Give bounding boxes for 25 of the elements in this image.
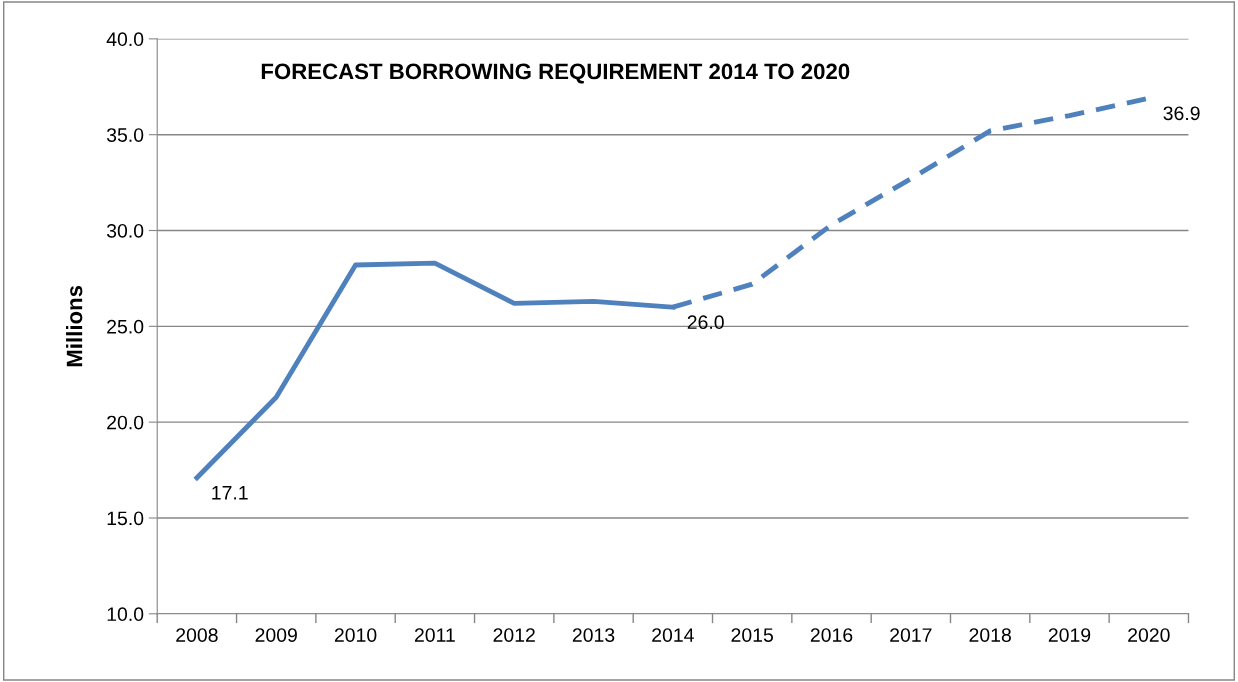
y-axis-title: Millions — [66, 285, 83, 367]
y-tick-label: 15.0 — [107, 511, 144, 526]
x-tick-label: 2013 — [572, 628, 615, 642]
x-tick-label: 2020 — [1128, 628, 1170, 642]
x-tick-label: 2011 — [414, 628, 455, 642]
y-tick-label: 20.0 — [107, 415, 144, 430]
x-tick-label: 2014 — [652, 628, 694, 642]
x-tick-label: 2017 — [890, 628, 932, 642]
text: FORECAST BORROWING REQUIREMENT 2014 TO 2020 — [261, 63, 850, 84]
data-label: 26.0 — [687, 315, 724, 330]
y-tick-label: 40.0 — [106, 32, 144, 47]
x-tick-label: 2018 — [969, 628, 1011, 642]
y-tick-label: 35.0 — [106, 128, 144, 142]
data-label: 36.9 — [1163, 106, 1200, 121]
x-tick-label: 2009 — [255, 628, 297, 642]
x-tick-label: 2012 — [493, 628, 535, 642]
x-tick-label: 2019 — [1048, 628, 1091, 642]
y-tick-label: 10.0 — [107, 607, 144, 622]
x-tick-label: 2015 — [731, 628, 773, 642]
y-tick-label: 30.0 — [106, 223, 144, 238]
x-tick-label: 2008 — [176, 628, 218, 642]
x-tick-label: 2016 — [810, 628, 853, 642]
y-tick-label: 25.0 — [107, 319, 144, 334]
data-label: 17.1 — [212, 486, 248, 500]
x-tick-label: 2010 — [334, 628, 377, 642]
